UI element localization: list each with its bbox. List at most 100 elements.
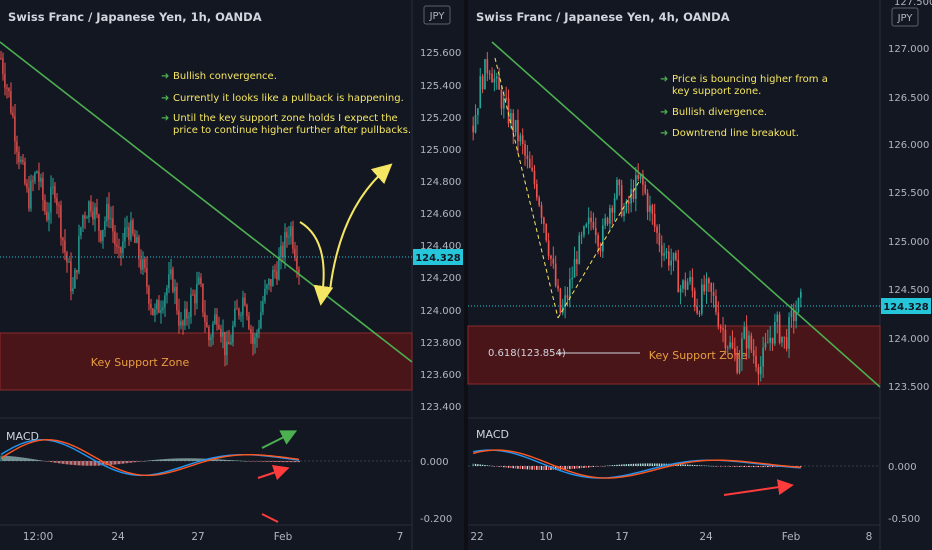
macd-histogram-bar [48, 461, 50, 462]
left-time-axis[interactable]: 12:00 24 27 Feb 7 [23, 531, 403, 543]
time-tick: 12:00 [23, 531, 53, 543]
candle-body [230, 342, 232, 345]
macd-histogram-bar [628, 464, 630, 466]
support-zone-label: Key Support Zone [649, 349, 748, 362]
candle-body [238, 309, 240, 316]
time-tick: 17 [615, 531, 628, 543]
downtrend-line[interactable] [0, 41, 413, 363]
left-macd-label: MACD [6, 430, 39, 443]
macd-histogram-bar [637, 463, 639, 466]
price-tick: 126.500 [888, 93, 929, 104]
macd-histogram-bar [691, 464, 694, 466]
macd-histogram-bar [282, 461, 284, 463]
macd-histogram-bar [583, 466, 585, 468]
candle-body [6, 87, 8, 89]
candle-body [112, 218, 114, 232]
macd-histogram-bar [686, 464, 689, 466]
candle-body [540, 205, 543, 218]
left-currency-badge[interactable] [423, 5, 451, 25]
arrow-right-icon: ➜ [660, 107, 668, 118]
right-chart-panel[interactable]: Key Support Zone 0.618(123.854) ➜ Price … [467, 0, 932, 550]
right-price-axis[interactable]: 127.000 126.500 126.000 125.500 125.000 … [888, 44, 929, 393]
left-chart-panel[interactable]: Key Support Zone ➜ Bullish convergence. … [0, 0, 464, 550]
macd-histogram-bar [646, 463, 649, 466]
time-tick: 24 [699, 531, 713, 543]
macd-histogram-bar [56, 461, 58, 463]
candle-body [620, 185, 623, 217]
candle-body [4, 74, 6, 88]
candle-body [48, 212, 50, 221]
macd-histogram-bar [6, 455, 8, 461]
candle-body [557, 285, 559, 289]
candle-body [712, 291, 715, 296]
macd-histogram-bar [743, 466, 745, 467]
candle-body [797, 297, 800, 313]
candle-body [260, 312, 262, 328]
candle-body [118, 246, 120, 248]
candle-body [298, 269, 300, 273]
candle-body [128, 227, 130, 240]
macd-histogram-bar [182, 458, 184, 461]
arrow-right-icon: ➜ [161, 93, 169, 104]
candle-body [2, 58, 4, 75]
macd-histogram-bar [18, 457, 20, 461]
macd-histogram-bar [510, 466, 512, 469]
macd-histogram-bar [663, 463, 665, 466]
candle-body [705, 278, 708, 292]
macd-histogram-bar [194, 458, 196, 461]
macd-histogram-bar [540, 466, 543, 470]
macd-histogram-bar [514, 466, 517, 469]
macd-histogram-bar [160, 459, 162, 461]
candle-body [116, 244, 118, 247]
candle-body [152, 308, 154, 315]
macd-histogram-bar [698, 465, 701, 466]
time-tick: 10 [539, 531, 552, 543]
candle-body [52, 186, 54, 188]
right-time-axis[interactable]: 22 10 17 24 Feb 8 [470, 531, 872, 543]
note-text: key support zone. [672, 86, 761, 97]
macd-histogram-bar [529, 466, 531, 470]
macd-histogram-bar [590, 466, 592, 468]
candle-body [663, 253, 665, 256]
right-candles [472, 51, 802, 386]
candle-body [627, 201, 630, 204]
downtrend-line[interactable] [491, 41, 881, 388]
candle-body [731, 342, 734, 349]
macd-histogram-bar [472, 463, 474, 466]
key-support-zone[interactable] [467, 325, 881, 385]
macd-histogram-bar [274, 461, 276, 462]
left-price-axis[interactable]: 125.600 125.400 125.200 125.000 124.800 … [420, 48, 461, 413]
macd-histogram-bar [230, 460, 232, 461]
macd-histogram-bar [180, 458, 182, 461]
price-tick: 123.400 [420, 402, 461, 413]
macd-histogram-bar [132, 461, 134, 463]
candle-body [545, 224, 548, 241]
candle-body [535, 184, 538, 198]
candle-body [639, 174, 642, 179]
price-tick: 124.600 [420, 209, 461, 220]
candle-body [32, 180, 34, 182]
candle-body [649, 205, 651, 212]
macd-histogram-bar [218, 459, 220, 461]
candle-body [710, 283, 713, 292]
macd-divergence-arrow [257, 464, 290, 481]
key-support-zone[interactable] [0, 332, 413, 391]
candle-body [208, 327, 210, 341]
right-currency-badge[interactable] [891, 7, 919, 27]
candle-body [729, 342, 731, 348]
candle-body [286, 232, 288, 238]
macd-histogram-bar [484, 464, 486, 466]
macd-histogram-bar [587, 466, 590, 468]
candle-body [164, 295, 166, 308]
macd-histogram-bar [493, 466, 496, 467]
macd-histogram-bar [488, 465, 491, 467]
candle-body [566, 295, 569, 299]
macd-histogram-bar [88, 461, 90, 466]
macd-histogram-bar [585, 466, 588, 468]
macd-histogram-bar [481, 464, 484, 466]
candle-body [138, 237, 140, 259]
candle-body [158, 300, 160, 313]
support-zone-label: Key Support Zone [91, 356, 190, 369]
arrow-right-icon: ➜ [161, 113, 169, 124]
